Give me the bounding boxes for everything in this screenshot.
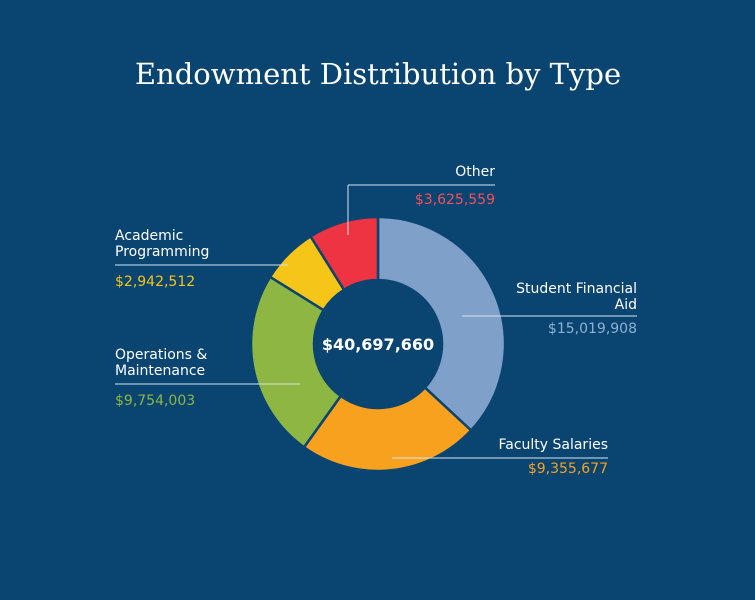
category-label: Operations & Maintenance bbox=[115, 347, 208, 379]
value-label: $3,625,559 bbox=[414, 192, 495, 208]
chart-title: Endowment Distribution by Type bbox=[135, 57, 621, 91]
value-label: $9,355,677 bbox=[527, 461, 608, 477]
category-label: Student Financial Aid bbox=[516, 281, 637, 313]
slice bbox=[308, 215, 380, 292]
category-label: Faculty Salaries bbox=[498, 437, 608, 453]
value-label: $15,019,908 bbox=[547, 321, 637, 337]
slice bbox=[249, 275, 343, 449]
slice bbox=[376, 215, 507, 433]
category-label: Academic Programming bbox=[115, 228, 210, 260]
slice bbox=[302, 385, 473, 473]
center-label: $40,697,660 bbox=[322, 335, 434, 354]
category-label: Other bbox=[455, 164, 495, 180]
value-label: $9,754,003 bbox=[115, 393, 196, 409]
value-label: $2,942,512 bbox=[115, 274, 196, 290]
